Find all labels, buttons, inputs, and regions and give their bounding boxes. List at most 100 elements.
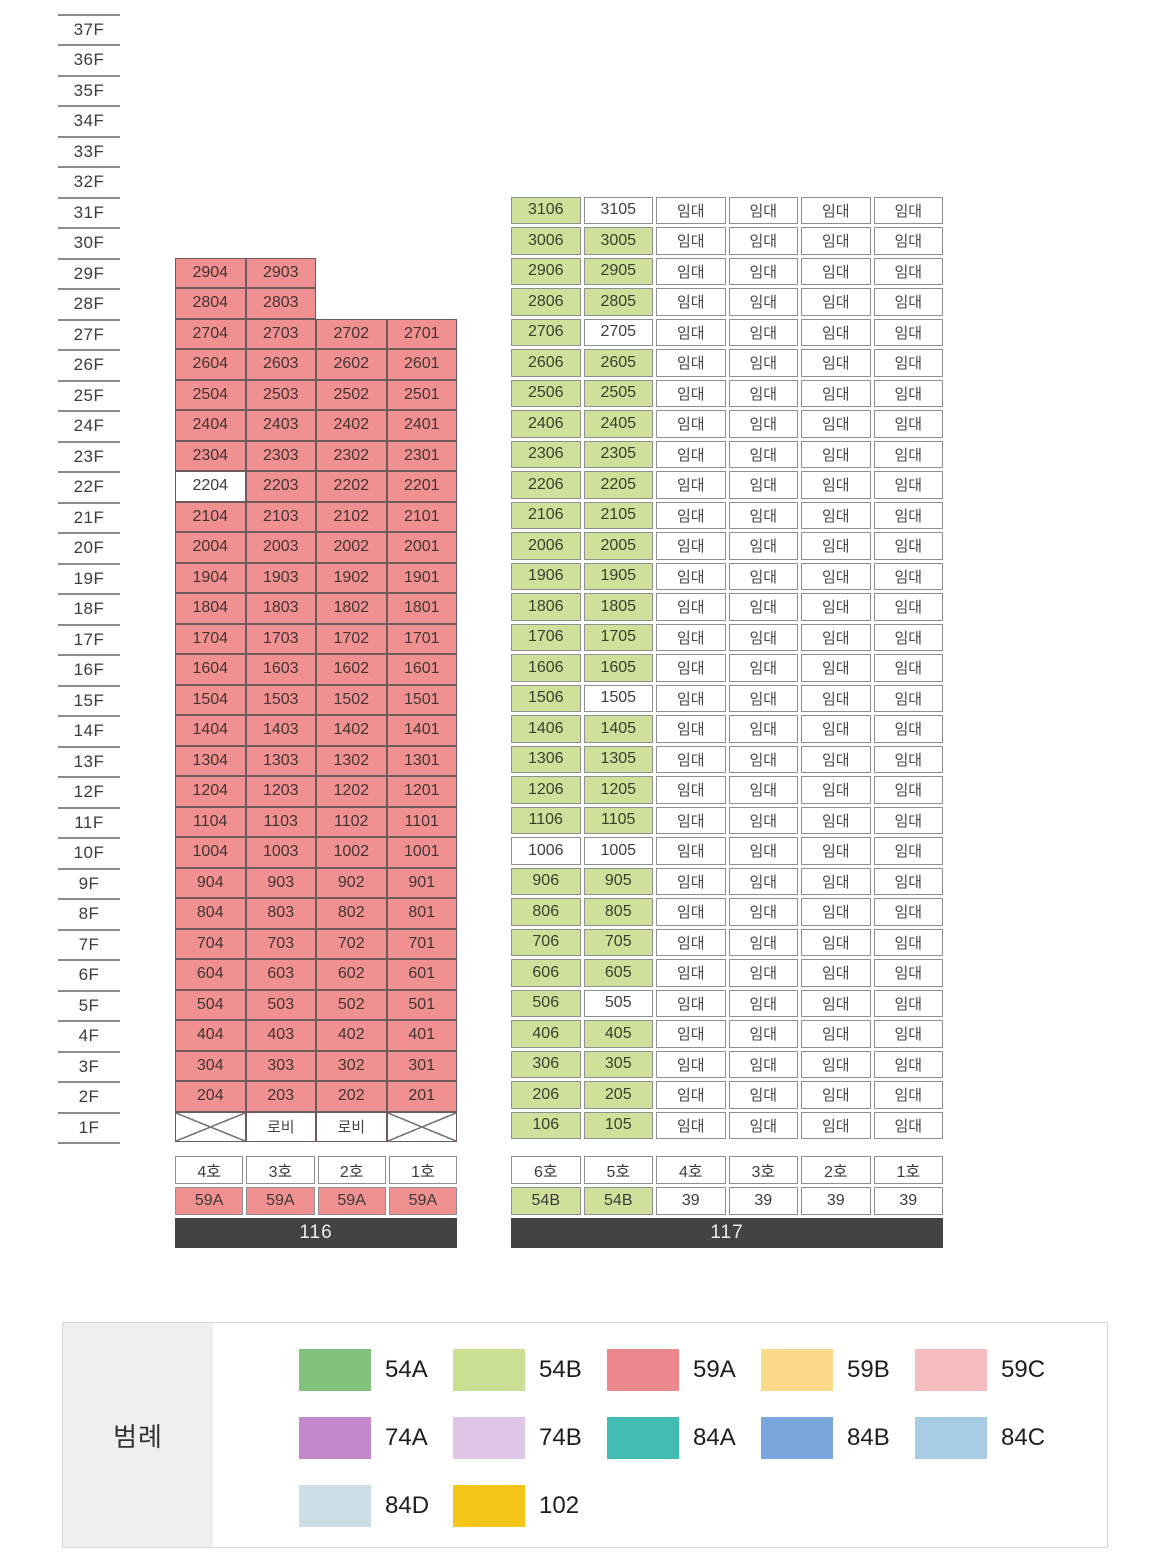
unit-cell[interactable]: 1605 — [583, 654, 653, 682]
unit-cell[interactable]: 1206 — [511, 776, 581, 804]
unit-cell[interactable]: 304 — [175, 1050, 246, 1081]
unit-cell[interactable]: 2502 — [316, 379, 387, 410]
unit-cell[interactable]: 201 — [386, 1081, 457, 1112]
unit-cell[interactable]: 2503 — [245, 379, 316, 410]
unit-cell[interactable]: 403 — [245, 1020, 316, 1051]
unit-cell[interactable]: 2003 — [245, 532, 316, 563]
unit-cell[interactable]: 2305 — [583, 440, 653, 468]
unit-cell[interactable]: 1501 — [386, 684, 457, 715]
unit-cell[interactable]: 1402 — [316, 715, 387, 746]
unit-cell[interactable]: 1001 — [386, 837, 457, 868]
unit-cell[interactable]: 2604 — [175, 349, 246, 380]
unit-cell[interactable]: 2903 — [245, 257, 316, 288]
unit-cell[interactable]: 1403 — [245, 715, 316, 746]
unit-cell[interactable]: 301 — [386, 1050, 457, 1081]
unit-cell[interactable]: 2101 — [386, 501, 457, 532]
unit-cell[interactable]: 2105 — [583, 501, 653, 529]
unit-cell[interactable]: 1704 — [175, 623, 246, 654]
unit-cell[interactable]: 501 — [386, 989, 457, 1020]
unit-cell[interactable]: 1105 — [583, 806, 653, 834]
unit-cell[interactable]: 2304 — [175, 440, 246, 471]
unit-cell[interactable]: 2403 — [245, 410, 316, 441]
unit-cell[interactable]: 2401 — [386, 410, 457, 441]
unit-cell[interactable]: 706 — [511, 928, 581, 956]
unit-cell[interactable]: 902 — [316, 867, 387, 898]
unit-cell[interactable]: 2303 — [245, 440, 316, 471]
unit-cell[interactable]: 1003 — [245, 837, 316, 868]
unit-cell[interactable]: 1705 — [583, 623, 653, 651]
unit-cell[interactable]: 1504 — [175, 684, 246, 715]
unit-cell[interactable]: 905 — [583, 867, 653, 895]
unit-cell[interactable]: 2001 — [386, 532, 457, 563]
unit-cell[interactable]: 2103 — [245, 501, 316, 532]
unit-cell[interactable]: 1904 — [175, 562, 246, 593]
unit-cell[interactable]: 2504 — [175, 379, 246, 410]
unit-cell[interactable]: 805 — [583, 898, 653, 926]
unit-cell[interactable]: 2102 — [316, 501, 387, 532]
unit-cell[interactable]: 2106 — [511, 501, 581, 529]
unit-cell[interactable]: 1303 — [245, 745, 316, 776]
unit-cell[interactable]: 2705 — [583, 318, 653, 346]
unit-cell[interactable]: 2804 — [175, 288, 246, 319]
unit-cell[interactable]: 1804 — [175, 593, 246, 624]
unit-cell[interactable]: 901 — [386, 867, 457, 898]
unit-cell[interactable]: 1406 — [511, 715, 581, 743]
unit-cell[interactable]: 105 — [583, 1111, 653, 1139]
unit-cell[interactable]: 202 — [316, 1081, 387, 1112]
unit-cell[interactable]: 1202 — [316, 776, 387, 807]
unit-cell[interactable]: 1805 — [583, 593, 653, 621]
unit-cell[interactable]: 3105 — [583, 196, 653, 224]
unit-cell[interactable]: 405 — [583, 1020, 653, 1048]
unit-cell[interactable]: 2906 — [511, 257, 581, 285]
unit-cell[interactable]: 303 — [245, 1050, 316, 1081]
unit-cell[interactable]: 2406 — [511, 410, 581, 438]
unit-cell[interactable]: 306 — [511, 1050, 581, 1078]
unit-cell[interactable]: 2905 — [583, 257, 653, 285]
unit-cell[interactable]: 3006 — [511, 227, 581, 255]
unit-cell[interactable]: 203 — [245, 1081, 316, 1112]
unit-cell[interactable]: 1302 — [316, 745, 387, 776]
unit-cell[interactable]: 2602 — [316, 349, 387, 380]
unit-cell[interactable]: 2803 — [245, 288, 316, 319]
unit-cell[interactable]: 1203 — [245, 776, 316, 807]
unit-cell[interactable]: 2005 — [583, 532, 653, 560]
unit-cell[interactable]: 2002 — [316, 532, 387, 563]
unit-cell[interactable]: 2501 — [386, 379, 457, 410]
unit-cell[interactable]: 2006 — [511, 532, 581, 560]
unit-cell[interactable]: 1902 — [316, 562, 387, 593]
unit-cell[interactable]: 1106 — [511, 806, 581, 834]
unit-cell[interactable]: 2104 — [175, 501, 246, 532]
unit-cell[interactable]: 703 — [245, 928, 316, 959]
unit-cell[interactable]: 106 — [511, 1111, 581, 1139]
unit-cell[interactable]: 1901 — [386, 562, 457, 593]
unit-cell[interactable]: 1906 — [511, 562, 581, 590]
unit-cell[interactable]: 1305 — [583, 745, 653, 773]
unit-cell[interactable]: 806 — [511, 898, 581, 926]
unit-cell[interactable]: 705 — [583, 928, 653, 956]
unit-cell[interactable]: 1603 — [245, 654, 316, 685]
unit-cell[interactable]: 1205 — [583, 776, 653, 804]
unit-cell[interactable]: 3106 — [511, 196, 581, 224]
unit-cell[interactable]: 1204 — [175, 776, 246, 807]
unit-cell[interactable]: 1101 — [386, 806, 457, 837]
unit-cell[interactable]: 702 — [316, 928, 387, 959]
unit-cell[interactable]: 2203 — [245, 471, 316, 502]
unit-cell[interactable]: 2605 — [583, 349, 653, 377]
unit-cell[interactable]: 2201 — [386, 471, 457, 502]
unit-cell[interactable]: 406 — [511, 1020, 581, 1048]
unit-cell[interactable]: 1701 — [386, 623, 457, 654]
unit-cell[interactable]: 2205 — [583, 471, 653, 499]
unit-cell[interactable]: 2703 — [245, 318, 316, 349]
unit-cell[interactable]: 305 — [583, 1050, 653, 1078]
unit-cell[interactable]: 606 — [511, 959, 581, 987]
unit-cell[interactable]: 1903 — [245, 562, 316, 593]
unit-cell[interactable]: 2601 — [386, 349, 457, 380]
unit-cell[interactable]: 1703 — [245, 623, 316, 654]
unit-cell[interactable]: 604 — [175, 959, 246, 990]
unit-cell[interactable]: 2904 — [175, 257, 246, 288]
unit-cell[interactable]: 206 — [511, 1081, 581, 1109]
unit-cell[interactable]: 2404 — [175, 410, 246, 441]
unit-cell[interactable]: 602 — [316, 959, 387, 990]
unit-cell[interactable]: 1706 — [511, 623, 581, 651]
unit-cell[interactable]: 1803 — [245, 593, 316, 624]
